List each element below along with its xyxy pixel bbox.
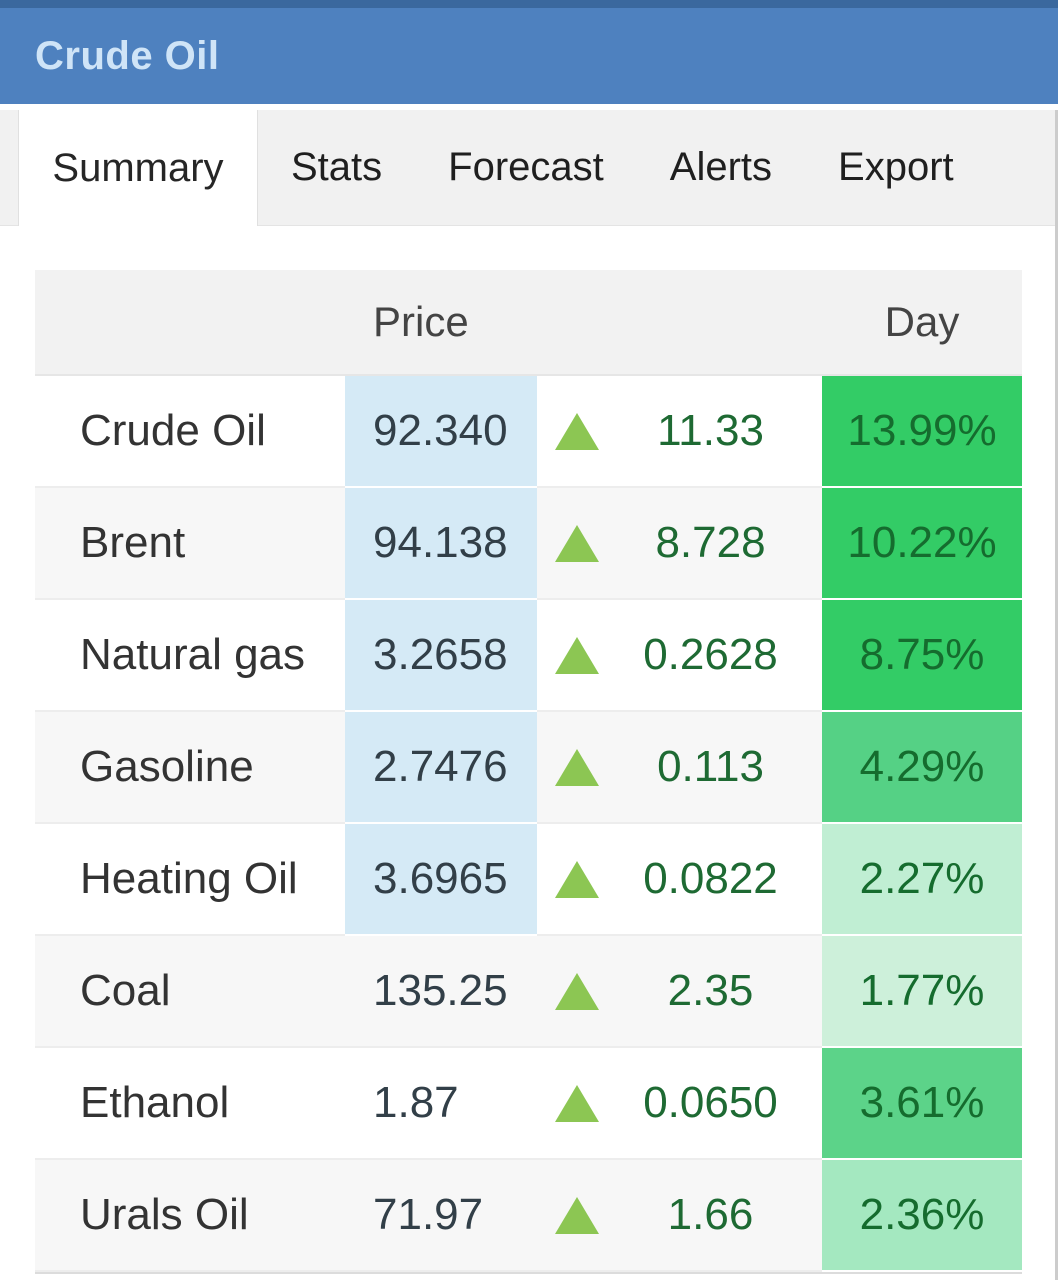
tab-export[interactable]: Export bbox=[805, 110, 987, 225]
price-cell: 2.7476 bbox=[345, 712, 537, 824]
change-value: 11.33 bbox=[657, 406, 764, 455]
tab-forecast[interactable]: Forecast bbox=[415, 110, 637, 225]
change-value: 8.728 bbox=[655, 518, 766, 567]
up-arrow-icon bbox=[555, 972, 599, 1010]
tab-label: Stats bbox=[291, 145, 383, 189]
price-cell: 3.2658 bbox=[345, 600, 537, 712]
up-arrow-icon bbox=[555, 636, 599, 674]
up-arrow-icon bbox=[555, 1196, 599, 1234]
table-row[interactable]: Natural gas 3.2658 0.2628 8.75% bbox=[35, 600, 1022, 712]
commodity-name: Gasoline bbox=[35, 712, 345, 824]
commodity-name: Crude Oil bbox=[35, 376, 345, 488]
table-row[interactable]: Brent 94.138 8.728 10.22% bbox=[35, 488, 1022, 600]
change-value: 2.35 bbox=[667, 966, 754, 1015]
table-header-row: Price Day bbox=[35, 270, 1022, 376]
up-arrow-icon bbox=[555, 412, 599, 450]
change-value: 0.0822 bbox=[643, 854, 778, 903]
price-cell: 71.97 bbox=[345, 1160, 537, 1272]
day-cell: 10.22% bbox=[822, 488, 1022, 600]
tab-stats[interactable]: Stats bbox=[258, 110, 415, 225]
up-arrow-icon bbox=[555, 748, 599, 786]
tab-label: Alerts bbox=[669, 145, 773, 189]
table-body: Crude Oil 92.340 11.33 13.99% Brent 94.1… bbox=[35, 376, 1022, 1272]
tab-label: Summary bbox=[52, 145, 224, 190]
change-value: 0.0650 bbox=[643, 1078, 778, 1127]
day-cell: 2.36% bbox=[822, 1160, 1022, 1272]
commodity-name: Brent bbox=[35, 488, 345, 600]
table-row[interactable]: Urals Oil 71.97 1.66 2.36% bbox=[35, 1160, 1022, 1272]
commodity-name: Heating Oil bbox=[35, 824, 345, 936]
tab-alerts[interactable]: Alerts bbox=[637, 110, 805, 225]
tab-label: Forecast bbox=[448, 145, 604, 189]
scrollbar-track[interactable] bbox=[1055, 110, 1058, 1280]
change-cell: 8.728 bbox=[537, 488, 822, 600]
change-cell: 0.113 bbox=[537, 712, 822, 824]
change-cell: 0.0650 bbox=[537, 1048, 822, 1160]
price-cell: 94.138 bbox=[345, 488, 537, 600]
price-cell: 3.6965 bbox=[345, 824, 537, 936]
day-cell: 13.99% bbox=[822, 376, 1022, 488]
change-value: 0.2628 bbox=[643, 630, 778, 679]
day-cell: 1.77% bbox=[822, 936, 1022, 1048]
tab-bar: Summary Stats Forecast Alerts Export bbox=[0, 110, 1058, 226]
tab-bar-wrap: Summary Stats Forecast Alerts Export bbox=[0, 104, 1058, 226]
commodity-name: Urals Oil bbox=[35, 1160, 345, 1272]
table-row[interactable]: Coal 135.25 2.35 1.77% bbox=[35, 936, 1022, 1048]
day-cell: 3.61% bbox=[822, 1048, 1022, 1160]
day-column-header: Day bbox=[884, 298, 960, 345]
tab-summary[interactable]: Summary bbox=[18, 110, 258, 226]
day-cell: 4.29% bbox=[822, 712, 1022, 824]
price-cell: 1.87 bbox=[345, 1048, 537, 1160]
commodity-name: Coal bbox=[35, 936, 345, 1048]
price-cell: 135.25 bbox=[345, 936, 537, 1048]
change-cell: 0.0822 bbox=[537, 824, 822, 936]
change-cell: 1.66 bbox=[537, 1160, 822, 1272]
app-header: Crude Oil bbox=[0, 0, 1058, 104]
up-arrow-icon bbox=[555, 860, 599, 898]
page-title: Crude Oil bbox=[35, 33, 220, 78]
tab-label: Export bbox=[838, 145, 954, 189]
table-row[interactable]: Crude Oil 92.340 11.33 13.99% bbox=[35, 376, 1022, 488]
price-column-header: Price bbox=[373, 298, 469, 345]
day-cell: 8.75% bbox=[822, 600, 1022, 712]
change-cell: 0.2628 bbox=[537, 600, 822, 712]
price-cell: 92.340 bbox=[345, 376, 537, 488]
change-cell: 11.33 bbox=[537, 376, 822, 488]
table-row[interactable]: Gasoline 2.7476 0.113 4.29% bbox=[35, 712, 1022, 824]
table-row[interactable]: Heating Oil 3.6965 0.0822 2.27% bbox=[35, 824, 1022, 936]
change-value: 1.66 bbox=[667, 1190, 754, 1239]
table-row[interactable]: Ethanol 1.87 0.0650 3.61% bbox=[35, 1048, 1022, 1160]
commodity-name: Natural gas bbox=[35, 600, 345, 712]
up-arrow-icon bbox=[555, 1084, 599, 1122]
up-arrow-icon bbox=[555, 524, 599, 562]
day-cell: 2.27% bbox=[822, 824, 1022, 936]
change-value: 0.113 bbox=[657, 742, 764, 791]
commodity-name: Ethanol bbox=[35, 1048, 345, 1160]
change-cell: 2.35 bbox=[537, 936, 822, 1048]
commodities-table: Price Day Crude Oil 92.340 11.33 13.99% … bbox=[35, 270, 1022, 1274]
